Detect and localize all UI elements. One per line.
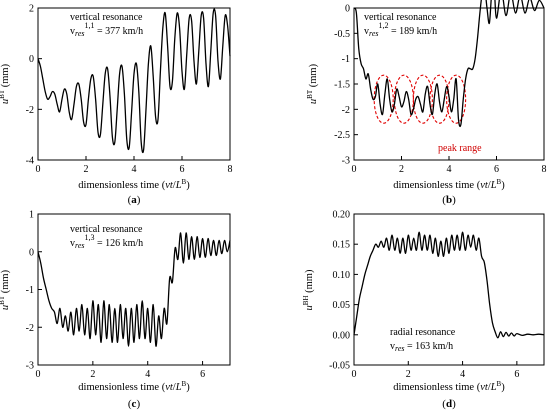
panel-d-label: (d): [442, 398, 456, 410]
panel-b-peak-ellipse-4: [446, 74, 467, 124]
panel-a-ylabel: uBT (mm): [0, 63, 11, 104]
panel-a-ytick-label-2: 0: [29, 54, 34, 65]
panel-b-ytick-label-0: -3: [342, 156, 350, 167]
panel-b-annotation-2: vres1,2 = 189 km/h: [364, 21, 437, 38]
panel-c-ytick-label-0: -3: [26, 361, 34, 372]
panel-c-xtick-label-1: 2: [90, 369, 95, 380]
panel-d-xtick-label-3: 6: [514, 369, 519, 380]
panel-a-xtick-label-3: 6: [180, 164, 185, 175]
panel-b-peak-ellipse-0: [373, 74, 394, 124]
panel-a-xlabel: dimensionless time (vt/LB): [78, 178, 190, 191]
panel-c-xlabel: dimensionless time (vt/LB): [78, 380, 190, 393]
panel-b-xtick-label-2: 4: [447, 164, 452, 175]
panel-c-xtick-label-2: 4: [145, 369, 150, 380]
panel-a-annotation-2: vres1,1 = 377 km/h: [70, 21, 143, 38]
panel-c-ytick-label-3: 0: [29, 247, 34, 258]
panel-d-ytick-label-5: 0.20: [333, 210, 351, 221]
panel-d-annotation-2: vres = 163 km/h: [390, 341, 453, 353]
panel-c-ytick-label-2: -1: [26, 285, 34, 296]
panel-b: 0 2 4 6 8 -3 -2.5 -2 -1.5 -1 -0.5 0 vertical resona…: [306, 0, 547, 206]
panel-b-ytick-label-3: -1.5: [334, 80, 350, 91]
panel-d-ylabel: uBH (mm): [302, 269, 315, 310]
panel-d-xlabel: dimensionless time (vt/LB): [393, 380, 505, 393]
panel-a-xtick-label-1: 2: [84, 164, 89, 175]
panel-d-ytick-label-3: 0.10: [333, 270, 351, 281]
panel-a-ytick-label-0: -4: [26, 156, 34, 167]
panel-c-xtick-label-0: 0: [36, 369, 41, 380]
panel-b-xtick-label-3: 6: [494, 164, 499, 175]
panel-d-ytick-label-0: -0.05: [329, 361, 350, 372]
panel-d-series: [353, 231, 545, 339]
panel-c-annotation-1: vertical resonance: [70, 224, 143, 235]
panel-d-ytick-label-2: 0.05: [333, 300, 351, 311]
panel-c-ticks: 0 2 4 6 -3 -2 -1 0 1: [26, 210, 205, 381]
panel-b-ytick-label-2: -2: [342, 105, 350, 116]
panel-d: 0 2 4 6 -0.05 0.00 0.05 0.10 0.15 0.20 radial res…: [302, 210, 545, 410]
panel-b-xtick-label-1: 2: [399, 164, 404, 175]
panel-c: 0 2 4 6 -3 -2 -1 0 1 vertical resonance vres1,3 …: [0, 210, 231, 410]
panel-b-peak-ellipse-2: [412, 74, 433, 124]
panel-b-annotation-1: vertical resonance: [364, 12, 437, 23]
panel-b-series: [353, 0, 545, 128]
panel-a-ytick-label-3: 2: [29, 4, 34, 15]
panel-d-ytick-label-4: 0.15: [333, 240, 351, 251]
panel-b-xtick-label-4: 8: [542, 164, 547, 175]
panel-b-xtick-label-0: 0: [352, 164, 357, 175]
panel-a-xtick-label-0: 0: [36, 164, 41, 175]
panel-b-ytick-label-5: -0.5: [334, 29, 350, 40]
panel-a-ticks: 0 2 4 6 8 -4 -2 0 2: [26, 4, 233, 176]
panel-c-ylabel: uBT (mm): [0, 269, 11, 310]
panel-b-peak-range-label: peak range: [438, 143, 482, 154]
panel-c-annotation-2: vres1,3 = 126 km/h: [70, 233, 143, 250]
panel-d-ticks: 0 2 4 6 -0.05 0.00 0.05 0.10 0.15 0.20: [329, 210, 519, 381]
panel-a-xtick-label-2: 4: [132, 164, 137, 175]
panel-c-series: [37, 232, 231, 347]
panel-d-frame: [353, 213, 545, 366]
panel-c-xtick-label-3: 6: [200, 369, 205, 380]
panel-b-ylabel: uBT (mm): [306, 63, 319, 104]
panel-d-annotation-1: radial resonance: [390, 327, 456, 338]
panel-a-ytick-label-1: -2: [26, 105, 34, 116]
panel-c-label: (c): [128, 398, 141, 410]
panel-d-xtick-label-1: 2: [406, 369, 411, 380]
panel-b-label: (b): [442, 194, 456, 206]
panel-d-xtick-label-0: 0: [352, 369, 357, 380]
panel-b-ytick-label-1: -2.5: [334, 130, 350, 141]
panel-d-xtick-label-2: 4: [460, 369, 465, 380]
panel-b-ytick-label-6: 0: [345, 4, 350, 15]
panel-a-label: (a): [128, 194, 141, 206]
panel-b-ticks: 0 2 4 6 8 -3 -2.5 -2 -1.5 -1 -0.5 0: [334, 4, 546, 176]
panel-b-ytick-label-4: -1: [342, 54, 350, 65]
panel-a-xtick-label-4: 8: [228, 164, 233, 175]
panel-c-ytick-label-4: 1: [29, 210, 34, 221]
panel-c-ytick-label-1: -2: [26, 323, 34, 334]
panel-b-peak-ellipse-1: [393, 74, 414, 124]
panel-b-xlabel: dimensionless time (vt/LB): [393, 178, 505, 191]
panel-a: 0 2 4 6 8 -4 -2 0 2 vertical resonance vres1,1 =…: [0, 4, 233, 207]
panel-a-series: [37, 8, 231, 154]
panel-a-annotation-1: vertical resonance: [70, 12, 143, 23]
panel-d-ytick-label-1: 0.00: [333, 330, 351, 341]
